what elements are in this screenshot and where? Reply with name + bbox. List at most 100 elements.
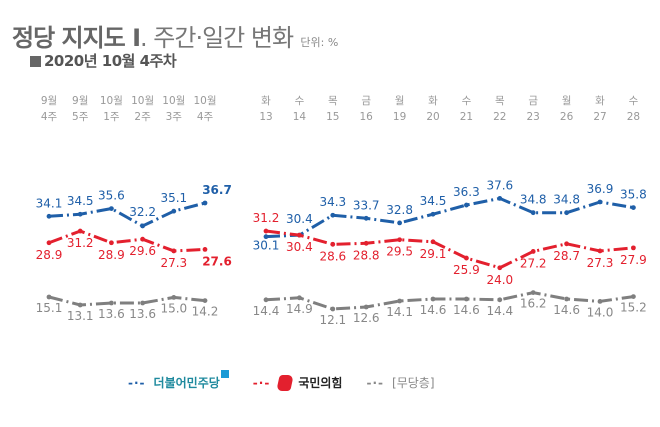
data-label-ind: 14.9 [286, 302, 313, 316]
legend-item-ind: -·- [무당층] [366, 374, 434, 391]
data-point-ind [46, 294, 52, 300]
title-bold: 정당 지지도 Ⅰ [12, 24, 141, 52]
x-tick-label: 27 [593, 111, 606, 123]
data-point-dem [497, 196, 503, 201]
data-point-ind [597, 299, 603, 304]
x-tick-label: 15 [326, 111, 339, 123]
data-label-dem: 34.1 [36, 196, 63, 210]
square-bullet-icon [30, 56, 41, 67]
x-tick-label: 10월 [193, 95, 216, 107]
ppp-logo-icon [276, 374, 295, 391]
data-point-ind [631, 294, 636, 299]
x-tick-label: 목 [328, 95, 338, 107]
series-line-dem [48, 201, 206, 228]
data-point-ind [263, 297, 269, 303]
data-label-dem: 33.7 [353, 198, 380, 212]
unit-label: 단위: % [300, 36, 339, 49]
data-point-ppp [597, 248, 603, 254]
data-label-ind: 15.0 [160, 301, 187, 315]
data-point-dem [464, 202, 469, 208]
data-label-ppp: 27.2 [520, 256, 547, 270]
x-tick-label: 목 [495, 95, 505, 107]
data-point-ind [171, 295, 177, 300]
series-line-ind [48, 295, 206, 307]
data-point-ind [464, 296, 469, 302]
x-tick-label: 16 [360, 111, 374, 123]
data-point-ind [140, 300, 146, 306]
legend: -·- 더불어민주당 -·- 국민의힘 -·- [무당층] [128, 369, 459, 391]
x-tick-label: 월 [395, 95, 405, 107]
x-tick-label: 금 [528, 95, 538, 107]
x-tick-label: 1주 [103, 111, 120, 123]
data-point-ppp [263, 228, 269, 234]
data-label-ppp: 28.9 [98, 248, 125, 262]
x-tick-label: 9월 [41, 95, 57, 107]
data-point-ind [77, 302, 83, 308]
x-tick-label: 수 [295, 95, 305, 107]
data-label-ind: 14.6 [453, 303, 480, 317]
data-point-dem [202, 200, 208, 206]
x-tick-label: 28 [627, 111, 640, 123]
data-label-ind: 13.1 [67, 309, 94, 323]
legend-dash-ppp: -·- [252, 375, 271, 390]
x-tick-label: 수 [629, 95, 639, 107]
data-point-ind [202, 298, 208, 303]
data-label-ppp: 30.4 [286, 240, 313, 254]
x-tick-label: 10월 [100, 95, 123, 107]
subtitle-text: 2020년 10월 4주차 [44, 52, 177, 70]
x-tick-label: 2주 [134, 111, 151, 123]
data-label-ppp: 27.6 [202, 254, 232, 268]
data-label-ind: 15.1 [36, 301, 63, 315]
data-label-ppp: 24.0 [486, 273, 513, 287]
data-point-ppp [202, 247, 208, 252]
data-label-ppp: 29.6 [129, 244, 156, 258]
legend-label-dem: 더불어민주당 [153, 376, 220, 390]
data-label-dem: 34.8 [553, 193, 580, 207]
data-label-ind: 14.4 [486, 304, 513, 318]
data-label-dem: 36.9 [587, 182, 614, 196]
data-label-ppp: 31.2 [253, 211, 280, 225]
data-label-dem: 37.6 [486, 178, 513, 192]
x-tick-label: 3주 [166, 111, 183, 123]
x-tick-label: 26 [560, 111, 574, 123]
data-point-dem [397, 220, 402, 226]
data-point-ind [109, 300, 114, 306]
data-point-dem [631, 205, 636, 210]
data-point-dem [46, 213, 52, 219]
x-tick-label: 금 [361, 95, 371, 107]
data-label-ppp: 28.6 [319, 249, 346, 263]
data-point-ind [530, 290, 536, 295]
series-line-ind [265, 291, 634, 311]
data-label-ind: 16.2 [520, 297, 547, 311]
x-tick-label: 수 [462, 95, 472, 107]
data-label-ppp: 25.9 [453, 263, 480, 277]
data-point-ppp [46, 240, 52, 246]
x-tick-label: 22 [493, 111, 506, 123]
data-point-ppp [564, 241, 569, 247]
data-label-ind: 14.0 [587, 305, 614, 319]
legend-label-ppp: 국민의힘 [298, 376, 343, 390]
x-tick-label: 5주 [72, 111, 89, 123]
data-label-dem: 30.4 [286, 212, 313, 226]
data-label-ppp: 27.9 [620, 253, 647, 267]
data-point-ppp [631, 245, 636, 251]
data-point-dem [363, 215, 369, 221]
data-label-dem: 32.8 [386, 203, 413, 217]
data-point-ind [297, 295, 302, 301]
legend-label-ind: [무당층] [392, 376, 435, 390]
data-label-ind: 12.1 [319, 313, 346, 327]
data-label-ppp: 29.1 [420, 247, 447, 261]
data-point-dem [430, 211, 436, 217]
data-point-ind [564, 296, 569, 302]
data-label-ind: 14.2 [192, 305, 219, 319]
data-label-ind: 12.6 [353, 311, 380, 325]
data-point-ppp [530, 249, 536, 254]
data-label-ind: 13.6 [98, 307, 125, 321]
data-label-dem: 30.1 [253, 239, 280, 253]
x-tick-label: 21 [460, 111, 473, 123]
data-point-ppp [497, 265, 503, 271]
dem-logo-icon [220, 369, 229, 378]
data-point-dem [109, 206, 114, 212]
x-tick-label: 23 [527, 111, 540, 123]
data-point-ppp [430, 239, 436, 245]
